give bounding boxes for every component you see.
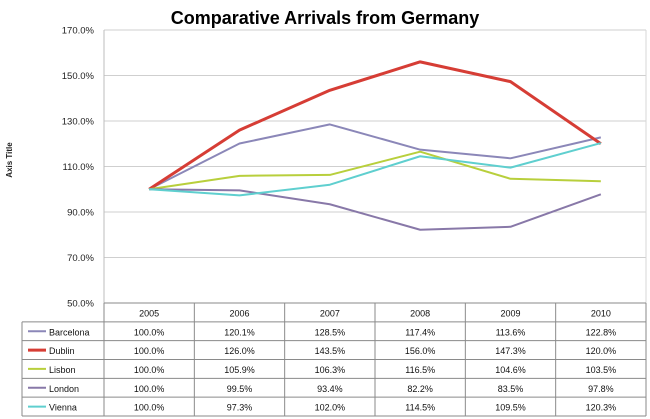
table-cell: 120.1% — [224, 327, 255, 337]
y-tick-label: 150.0% — [62, 71, 95, 82]
table-cell: 103.5% — [586, 365, 617, 375]
table-cell: 156.0% — [405, 346, 436, 356]
table-cell: 104.6% — [495, 365, 526, 375]
series-line-london — [149, 188, 602, 231]
x-tick-label: 2006 — [229, 309, 249, 319]
table-cell: 100.0% — [134, 403, 165, 413]
table-cell: 106.3% — [315, 365, 346, 375]
x-tick-label: 2009 — [500, 309, 520, 319]
series-line-lisbon — [149, 150, 601, 191]
x-tick-label: 2010 — [591, 309, 611, 319]
chart-title: Comparative Arrivals from Germany — [171, 8, 479, 28]
series-line-vienna — [149, 142, 602, 197]
series-line-barcelona — [148, 123, 602, 191]
table-cell: 100.0% — [134, 346, 165, 356]
table-cell: 143.5% — [315, 346, 346, 356]
table-cell: 120.3% — [586, 403, 617, 413]
legend-label-dublin: Dublin — [49, 346, 75, 356]
legend-label-vienna: Vienna — [49, 403, 77, 413]
x-tick-label: 2007 — [320, 309, 340, 319]
table-cell: 116.5% — [405, 365, 435, 375]
legend-label-lisbon: Lisbon — [49, 365, 76, 375]
table-cell: 97.3% — [227, 403, 253, 413]
legend-label-barcelona: Barcelona — [49, 327, 90, 337]
y-tick-label: 50.0% — [67, 299, 94, 310]
y-tick-label: 130.0% — [62, 117, 95, 128]
legend-label-london: London — [49, 384, 79, 394]
table-cell: 99.5% — [227, 384, 253, 394]
y-axis-label: Axis Title — [5, 142, 14, 178]
y-tick-label: 110.0% — [62, 162, 94, 173]
table-cell: 100.0% — [134, 365, 165, 375]
x-tick-label: 2005 — [139, 309, 159, 319]
table-cell: 105.9% — [224, 365, 255, 375]
table-cell: 114.5% — [405, 403, 435, 413]
table-cell: 128.5% — [315, 327, 346, 337]
table-cell: 100.0% — [134, 384, 165, 394]
y-tick-label: 170.0% — [62, 26, 95, 37]
table-cell: 82.2% — [407, 384, 433, 394]
table-cell: 100.0% — [134, 327, 165, 337]
table-cell: 120.0% — [586, 346, 617, 356]
table-cell: 93.4% — [317, 384, 343, 394]
table-cell: 122.8% — [586, 327, 617, 337]
series-line-dublin — [148, 60, 602, 191]
y-tick-label: 90.0% — [67, 208, 94, 219]
table-cell: 97.8% — [588, 384, 614, 394]
table-cell: 83.5% — [498, 384, 524, 394]
table-cell: 113.6% — [496, 327, 526, 337]
table-cell: 117.4% — [405, 327, 435, 337]
table-cell: 126.0% — [224, 346, 255, 356]
x-tick-label: 2008 — [410, 309, 430, 319]
table-cell: 109.5% — [495, 403, 526, 413]
y-tick-label: 70.0% — [67, 253, 94, 264]
table-cell: 102.0% — [315, 403, 346, 413]
table-cell: 147.3% — [495, 346, 526, 356]
